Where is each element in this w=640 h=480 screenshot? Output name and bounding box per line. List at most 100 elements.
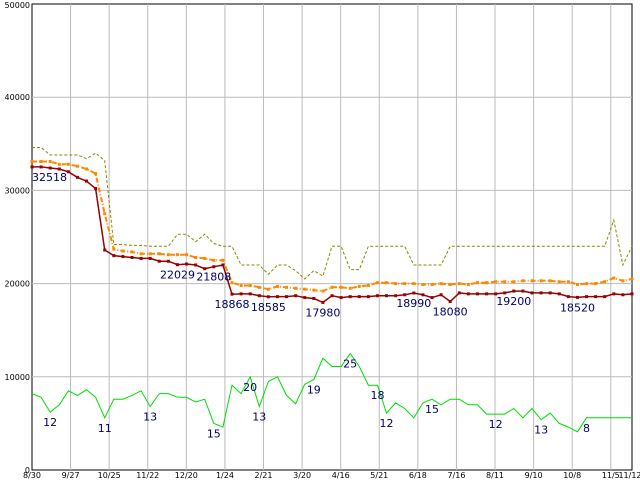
average-point [230,281,234,285]
average-point [85,167,89,171]
price-point [394,294,398,298]
count-value-label: 12 [380,417,394,430]
price-point [85,179,89,183]
count-value-label: 19 [307,384,321,397]
average-point [57,162,61,166]
average-point [512,280,516,284]
x-tick-label: 7/16 [447,471,465,480]
price-point [612,292,616,296]
price-point [357,295,361,299]
average-point [575,283,579,287]
x-axis-ticks: 8/30 9/27 10/25 11/22 12/20 1/24 2/21 3/20 4/16 5… [23,471,640,480]
price-point [585,295,589,299]
average-point [630,277,634,281]
average-point [94,172,98,176]
price-point [485,292,489,296]
y-tick-label: 0 [25,466,30,475]
average-point [566,280,570,284]
price-value-label: 19200 [496,295,531,308]
price-value-label: 22029 [160,269,195,282]
x-tick-label: 11/5 [602,471,620,480]
x-tick-label: 10/25 [98,471,121,480]
y-tick-label: 10000 [5,373,30,382]
price-point [166,259,170,263]
y-axis-ticks: 0 10000 20000 30000 40000 50000 [5,1,30,475]
price-point [230,292,234,296]
price-point [266,295,270,299]
average-point [503,280,507,284]
price-point [385,294,389,298]
average-point [394,282,398,286]
average-point [39,160,43,164]
price-value-label: 18585 [251,301,286,314]
x-tick-label: 12/20 [175,471,198,480]
price-point [48,166,52,170]
average-point [221,258,225,262]
average-point [385,281,389,285]
average-point [66,162,70,166]
average-point [621,279,625,283]
average-point [275,284,279,288]
average-point [48,160,52,164]
average-point [148,252,152,256]
price-point [275,295,279,299]
price-point [30,165,34,169]
x-tick-label: 8/30 [23,471,41,480]
price-point [575,295,579,299]
average-point [312,288,316,292]
price-value-label: 18868 [215,298,250,311]
price-point [621,293,625,297]
price-value-label: 21808 [196,271,231,284]
average-point [166,253,170,257]
price-point [221,263,225,267]
chart-grid [31,3,633,471]
x-tick-label: 4/16 [332,471,350,480]
price-point [39,165,43,169]
x-tick-label: 5/21 [370,471,388,480]
average-point [357,284,361,288]
average-point [594,282,598,286]
price-point [194,263,198,267]
count-value-label: 8 [583,422,590,435]
price-value-label: 17980 [305,306,340,319]
count-value-label: 15 [425,403,439,416]
price-point [421,293,425,297]
average-point [339,285,343,289]
price-point [148,256,152,260]
average-point [330,285,334,289]
average-point [557,280,561,284]
x-tick-label: 6/18 [409,471,427,480]
average-point [375,281,379,285]
price-point [130,256,134,260]
average-point [603,280,607,284]
average-point [403,282,407,286]
x-tick-label: 11/22 [136,471,159,480]
count-value-label: 11 [98,422,112,435]
y-tick-label: 20000 [5,280,30,289]
average-point [539,279,543,283]
price-point [430,296,434,300]
price-point [503,291,507,295]
price-point [330,294,334,298]
price-point [494,292,498,296]
price-point [239,292,243,296]
count-value-label: 20 [243,381,257,394]
price-point [557,292,561,296]
price-point [103,248,107,252]
average-point [121,249,125,253]
y-tick-label: 30000 [5,186,30,195]
x-tick-label: 1/24 [216,471,234,480]
average-point [612,276,616,280]
price-point [439,293,443,297]
price-point [412,291,416,295]
price-point [603,295,607,299]
average-point [321,289,325,293]
average-point [130,250,134,254]
price-point [466,292,470,296]
x-tick-label: 2/21 [255,471,273,480]
price-point [212,265,216,269]
price-point [57,167,61,171]
price-point [257,294,261,298]
price-point [448,299,452,303]
